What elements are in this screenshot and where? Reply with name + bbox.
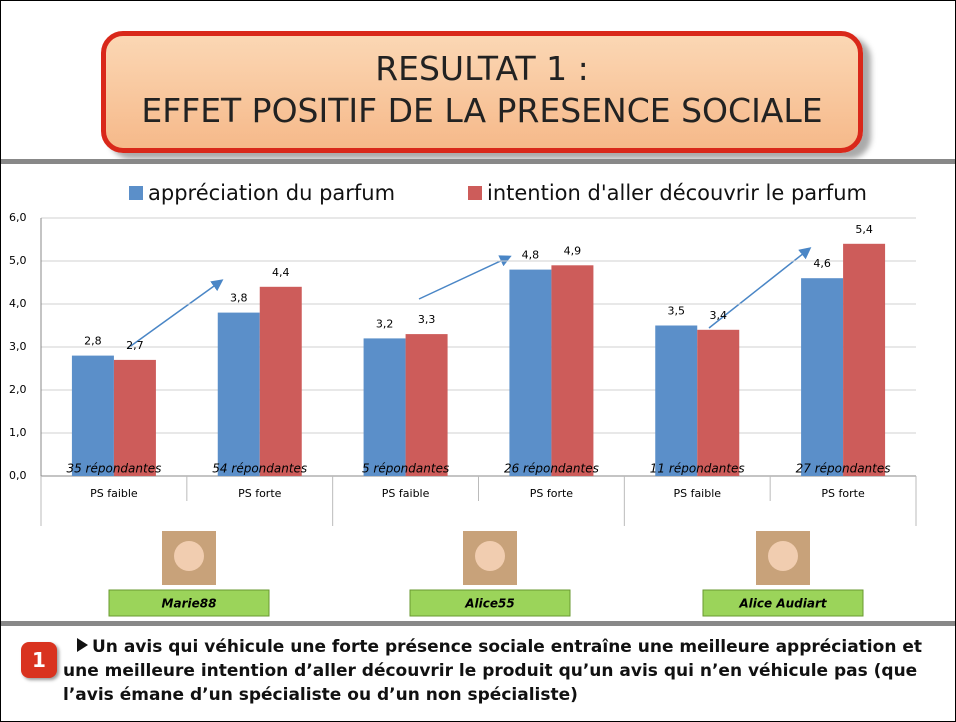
separator xyxy=(1,621,955,626)
legend-label: appréciation du parfum xyxy=(148,181,395,205)
value-label: 3,8 xyxy=(230,292,248,305)
value-label: 3,2 xyxy=(376,317,394,330)
title-line: EFFET POSITIF DE LA PRESENCE SOCIALE xyxy=(106,90,858,132)
x-tick-label: PS faible xyxy=(673,487,721,500)
value-label: 4,9 xyxy=(564,244,582,257)
conclusion: Un avis qui véhicule une forte présence … xyxy=(63,635,943,707)
bar xyxy=(406,334,448,476)
group-label: Marie88 xyxy=(162,597,217,611)
bar xyxy=(843,244,885,476)
legend-swatch xyxy=(129,186,143,200)
badge: 1 xyxy=(21,642,57,678)
group-label: Alice55 xyxy=(464,597,514,611)
annotation: 27 répondantes xyxy=(796,462,891,476)
x-tick-label: PS faible xyxy=(90,487,138,500)
bar xyxy=(218,313,260,476)
y-tick-label: 2,0 xyxy=(9,383,27,396)
y-tick-label: 0,0 xyxy=(9,469,27,482)
legend-swatch xyxy=(468,186,482,200)
bullet-icon xyxy=(77,638,88,652)
y-tick-label: 6,0 xyxy=(9,211,27,224)
value-label: 4,4 xyxy=(272,266,290,279)
bar xyxy=(72,356,114,476)
value-label: 2,7 xyxy=(126,339,144,352)
bar xyxy=(551,265,593,476)
slide: RESULTAT 1 : EFFET POSITIF DE LA PRESENC… xyxy=(0,0,956,722)
annotation: 54 répondantes xyxy=(212,462,307,476)
x-tick-label: PS forte xyxy=(821,487,865,500)
bar xyxy=(801,278,843,476)
y-tick-label: 4,0 xyxy=(9,297,27,310)
annotation: 11 répondantes xyxy=(650,462,745,476)
value-label: 3,3 xyxy=(418,313,436,326)
x-tick-label: PS forte xyxy=(530,487,574,500)
x-tick-label: PS faible xyxy=(382,487,430,500)
annotation: 5 répondantes xyxy=(362,462,449,476)
value-label: 2,8 xyxy=(84,335,102,348)
bar xyxy=(114,360,156,476)
y-tick-label: 1,0 xyxy=(9,426,27,439)
photo-face xyxy=(174,541,204,571)
x-tick-label: PS forte xyxy=(238,487,282,500)
title-line: RESULTAT 1 : xyxy=(106,48,858,90)
photo-face xyxy=(768,541,798,571)
y-tick-label: 3,0 xyxy=(9,340,27,353)
value-label: 3,4 xyxy=(710,309,728,322)
value-label: 3,5 xyxy=(668,305,686,318)
annotation: 35 répondantes xyxy=(66,462,161,476)
photo-face xyxy=(475,541,505,571)
annotation: 26 répondantes xyxy=(504,462,599,476)
bar xyxy=(364,338,406,476)
conclusion-text: Un avis qui véhicule une forte présence … xyxy=(63,637,922,705)
value-label: 4,8 xyxy=(522,249,540,262)
y-tick-label: 5,0 xyxy=(9,254,27,267)
title-box: RESULTAT 1 : EFFET POSITIF DE LA PRESENC… xyxy=(101,31,863,153)
value-label: 4,6 xyxy=(813,257,831,270)
value-label: 5,4 xyxy=(855,223,873,236)
bar xyxy=(260,287,302,476)
bar xyxy=(655,326,697,477)
legend-label: intention d'aller découvrir le parfum xyxy=(487,181,867,205)
bar xyxy=(697,330,739,476)
chart: appréciation du parfum intention d'aller … xyxy=(1,164,955,621)
bar xyxy=(509,270,551,476)
trend-arrow xyxy=(419,257,509,299)
group-label: Alice Audiart xyxy=(738,597,827,611)
